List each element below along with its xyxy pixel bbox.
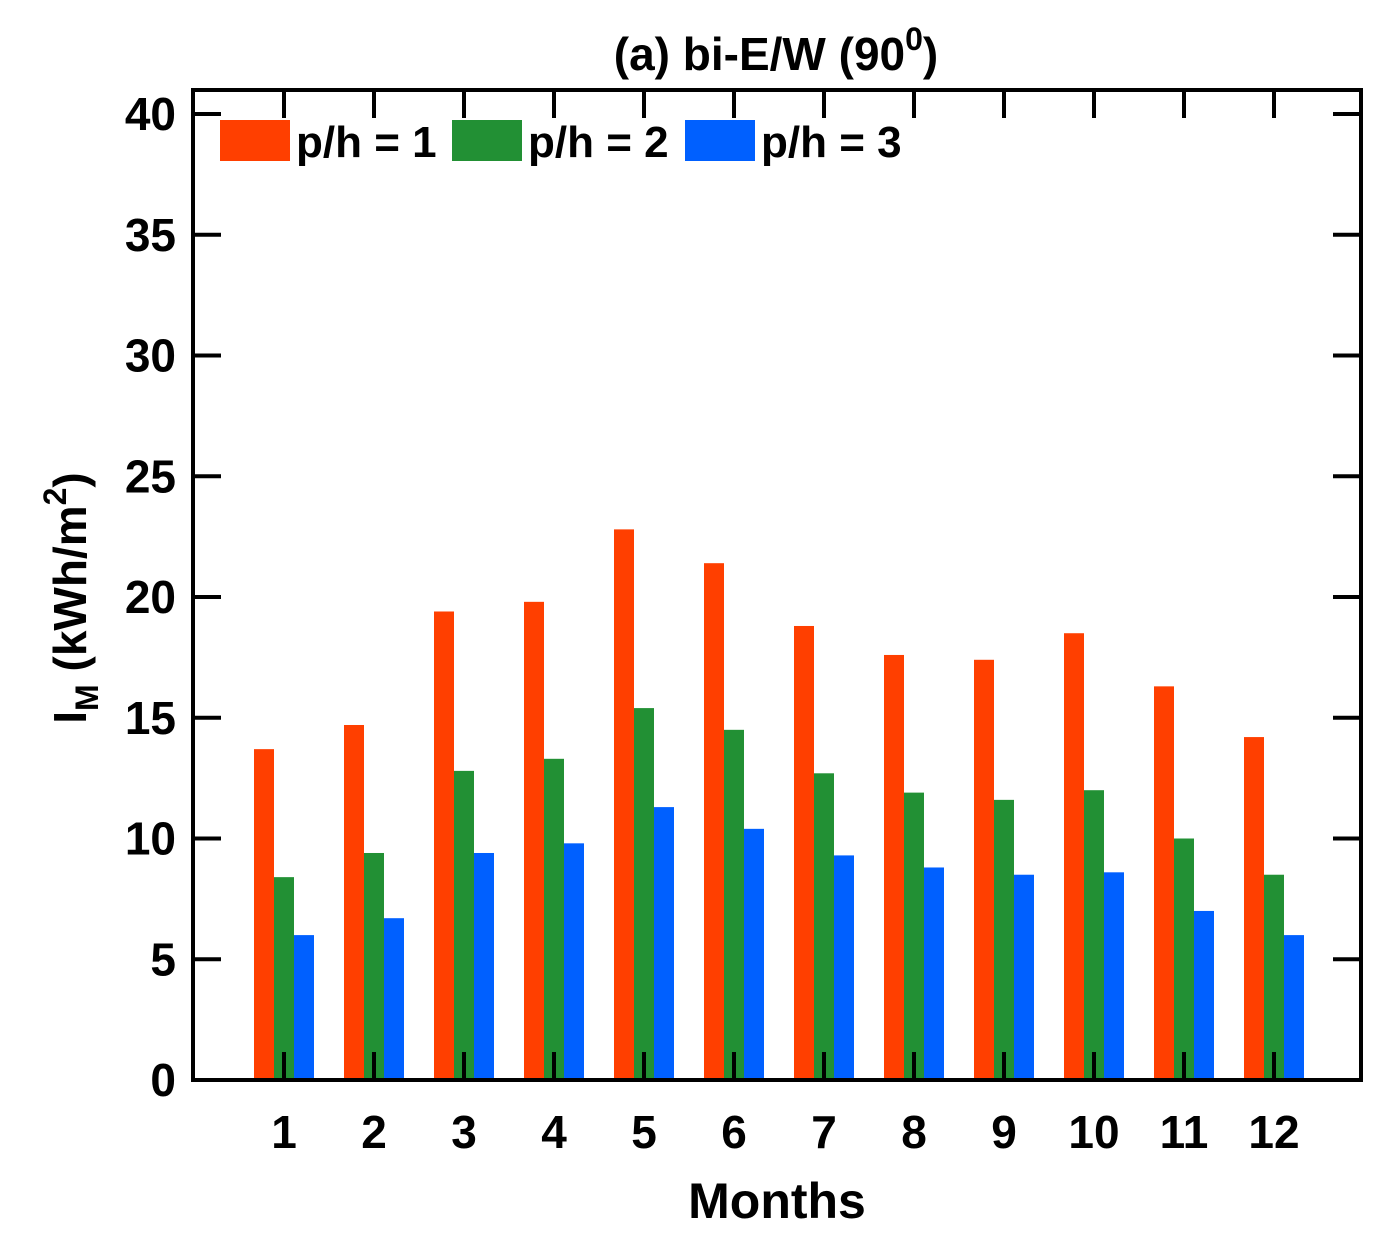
legend-swatch-series3 <box>685 120 755 161</box>
x-tick-label: 4 <box>541 1106 567 1158</box>
bar-series2-month-9 <box>994 799 1014 1080</box>
bar-series3-month-1 <box>294 935 314 1080</box>
bar-series1-month-12 <box>1244 737 1264 1080</box>
bar-series2-month-6 <box>724 729 744 1080</box>
bar-series1-month-4 <box>524 601 544 1080</box>
legend-swatch-series1 <box>220 120 290 161</box>
x-tick-label: 1 <box>271 1106 297 1158</box>
x-tick-label: 3 <box>451 1106 477 1158</box>
bar-series2-month-8 <box>904 792 924 1080</box>
y-axis-label: IM (kWh/m2) <box>37 472 105 723</box>
bar-series1-month-1 <box>254 749 274 1080</box>
plot-frame <box>191 88 1363 1082</box>
bar-series3-month-9 <box>1014 874 1034 1080</box>
legend-swatch-series2 <box>452 120 522 161</box>
bar-series2-month-7 <box>814 773 834 1080</box>
x-tick-label: 8 <box>901 1106 927 1158</box>
bar-series2-month-4 <box>544 758 564 1080</box>
legend-label-series2: p/h = 2 <box>528 118 669 167</box>
x-axis-label: Months <box>688 1173 866 1229</box>
y-tick-label: 20 <box>125 571 176 623</box>
y-tick-label: 40 <box>125 88 176 140</box>
x-tick-label: 10 <box>1068 1106 1119 1158</box>
bar-series1-month-10 <box>1064 633 1084 1080</box>
bar-series3-month-5 <box>654 807 674 1080</box>
bar-series1-month-9 <box>974 659 994 1080</box>
bar-series3-month-7 <box>834 855 854 1080</box>
y-tick-label: 35 <box>125 209 176 261</box>
bar-series2-month-12 <box>1264 874 1284 1080</box>
bar-series3-month-6 <box>744 828 764 1080</box>
y-tick-label: 15 <box>125 692 176 744</box>
y-tick-label: 0 <box>150 1054 176 1106</box>
y-tick-label: 30 <box>125 330 176 382</box>
bar-series3-month-10 <box>1104 872 1124 1080</box>
bar-series1-month-3 <box>434 611 454 1080</box>
bar-series2-month-1 <box>274 877 294 1080</box>
bar-series2-month-10 <box>1084 790 1104 1080</box>
bar-series1-month-8 <box>884 654 904 1080</box>
bar-series3-month-4 <box>564 843 584 1080</box>
y-tick-label: 5 <box>150 933 176 985</box>
x-tick-label: 12 <box>1248 1106 1299 1158</box>
bar-series3-month-3 <box>474 852 494 1080</box>
x-tick-label: 11 <box>1160 1106 1209 1158</box>
bar-series1-month-5 <box>614 529 634 1080</box>
y-tick-label: 25 <box>125 450 176 502</box>
legend-label-series1: p/h = 1 <box>296 118 437 167</box>
bar-series2-month-3 <box>454 770 474 1080</box>
bar-series2-month-11 <box>1174 838 1194 1080</box>
bar-series3-month-8 <box>924 867 944 1080</box>
y-tick-label: 10 <box>125 813 176 865</box>
bar-series1-month-11 <box>1154 686 1174 1080</box>
bar-series1-month-6 <box>704 563 724 1080</box>
legend-label-series3: p/h = 3 <box>761 118 902 167</box>
bar-series3-month-11 <box>1194 910 1214 1080</box>
bar-series3-month-2 <box>384 918 404 1080</box>
x-tick-label: 5 <box>631 1106 657 1158</box>
x-tick-label: 9 <box>991 1106 1017 1158</box>
x-tick-label: 2 <box>361 1106 387 1158</box>
chart-title: (a) bi-E/W (900) <box>614 21 938 80</box>
bar-series1-month-2 <box>344 724 364 1080</box>
bar-series2-month-2 <box>364 852 384 1080</box>
x-tick-label: 7 <box>811 1106 837 1158</box>
chart-title-superscript: 0 <box>905 21 923 57</box>
bar-series3-month-12 <box>1284 935 1304 1080</box>
bar-series1-month-7 <box>794 625 814 1080</box>
x-tick-label: 6 <box>721 1106 747 1158</box>
bar-series2-month-5 <box>634 708 654 1080</box>
